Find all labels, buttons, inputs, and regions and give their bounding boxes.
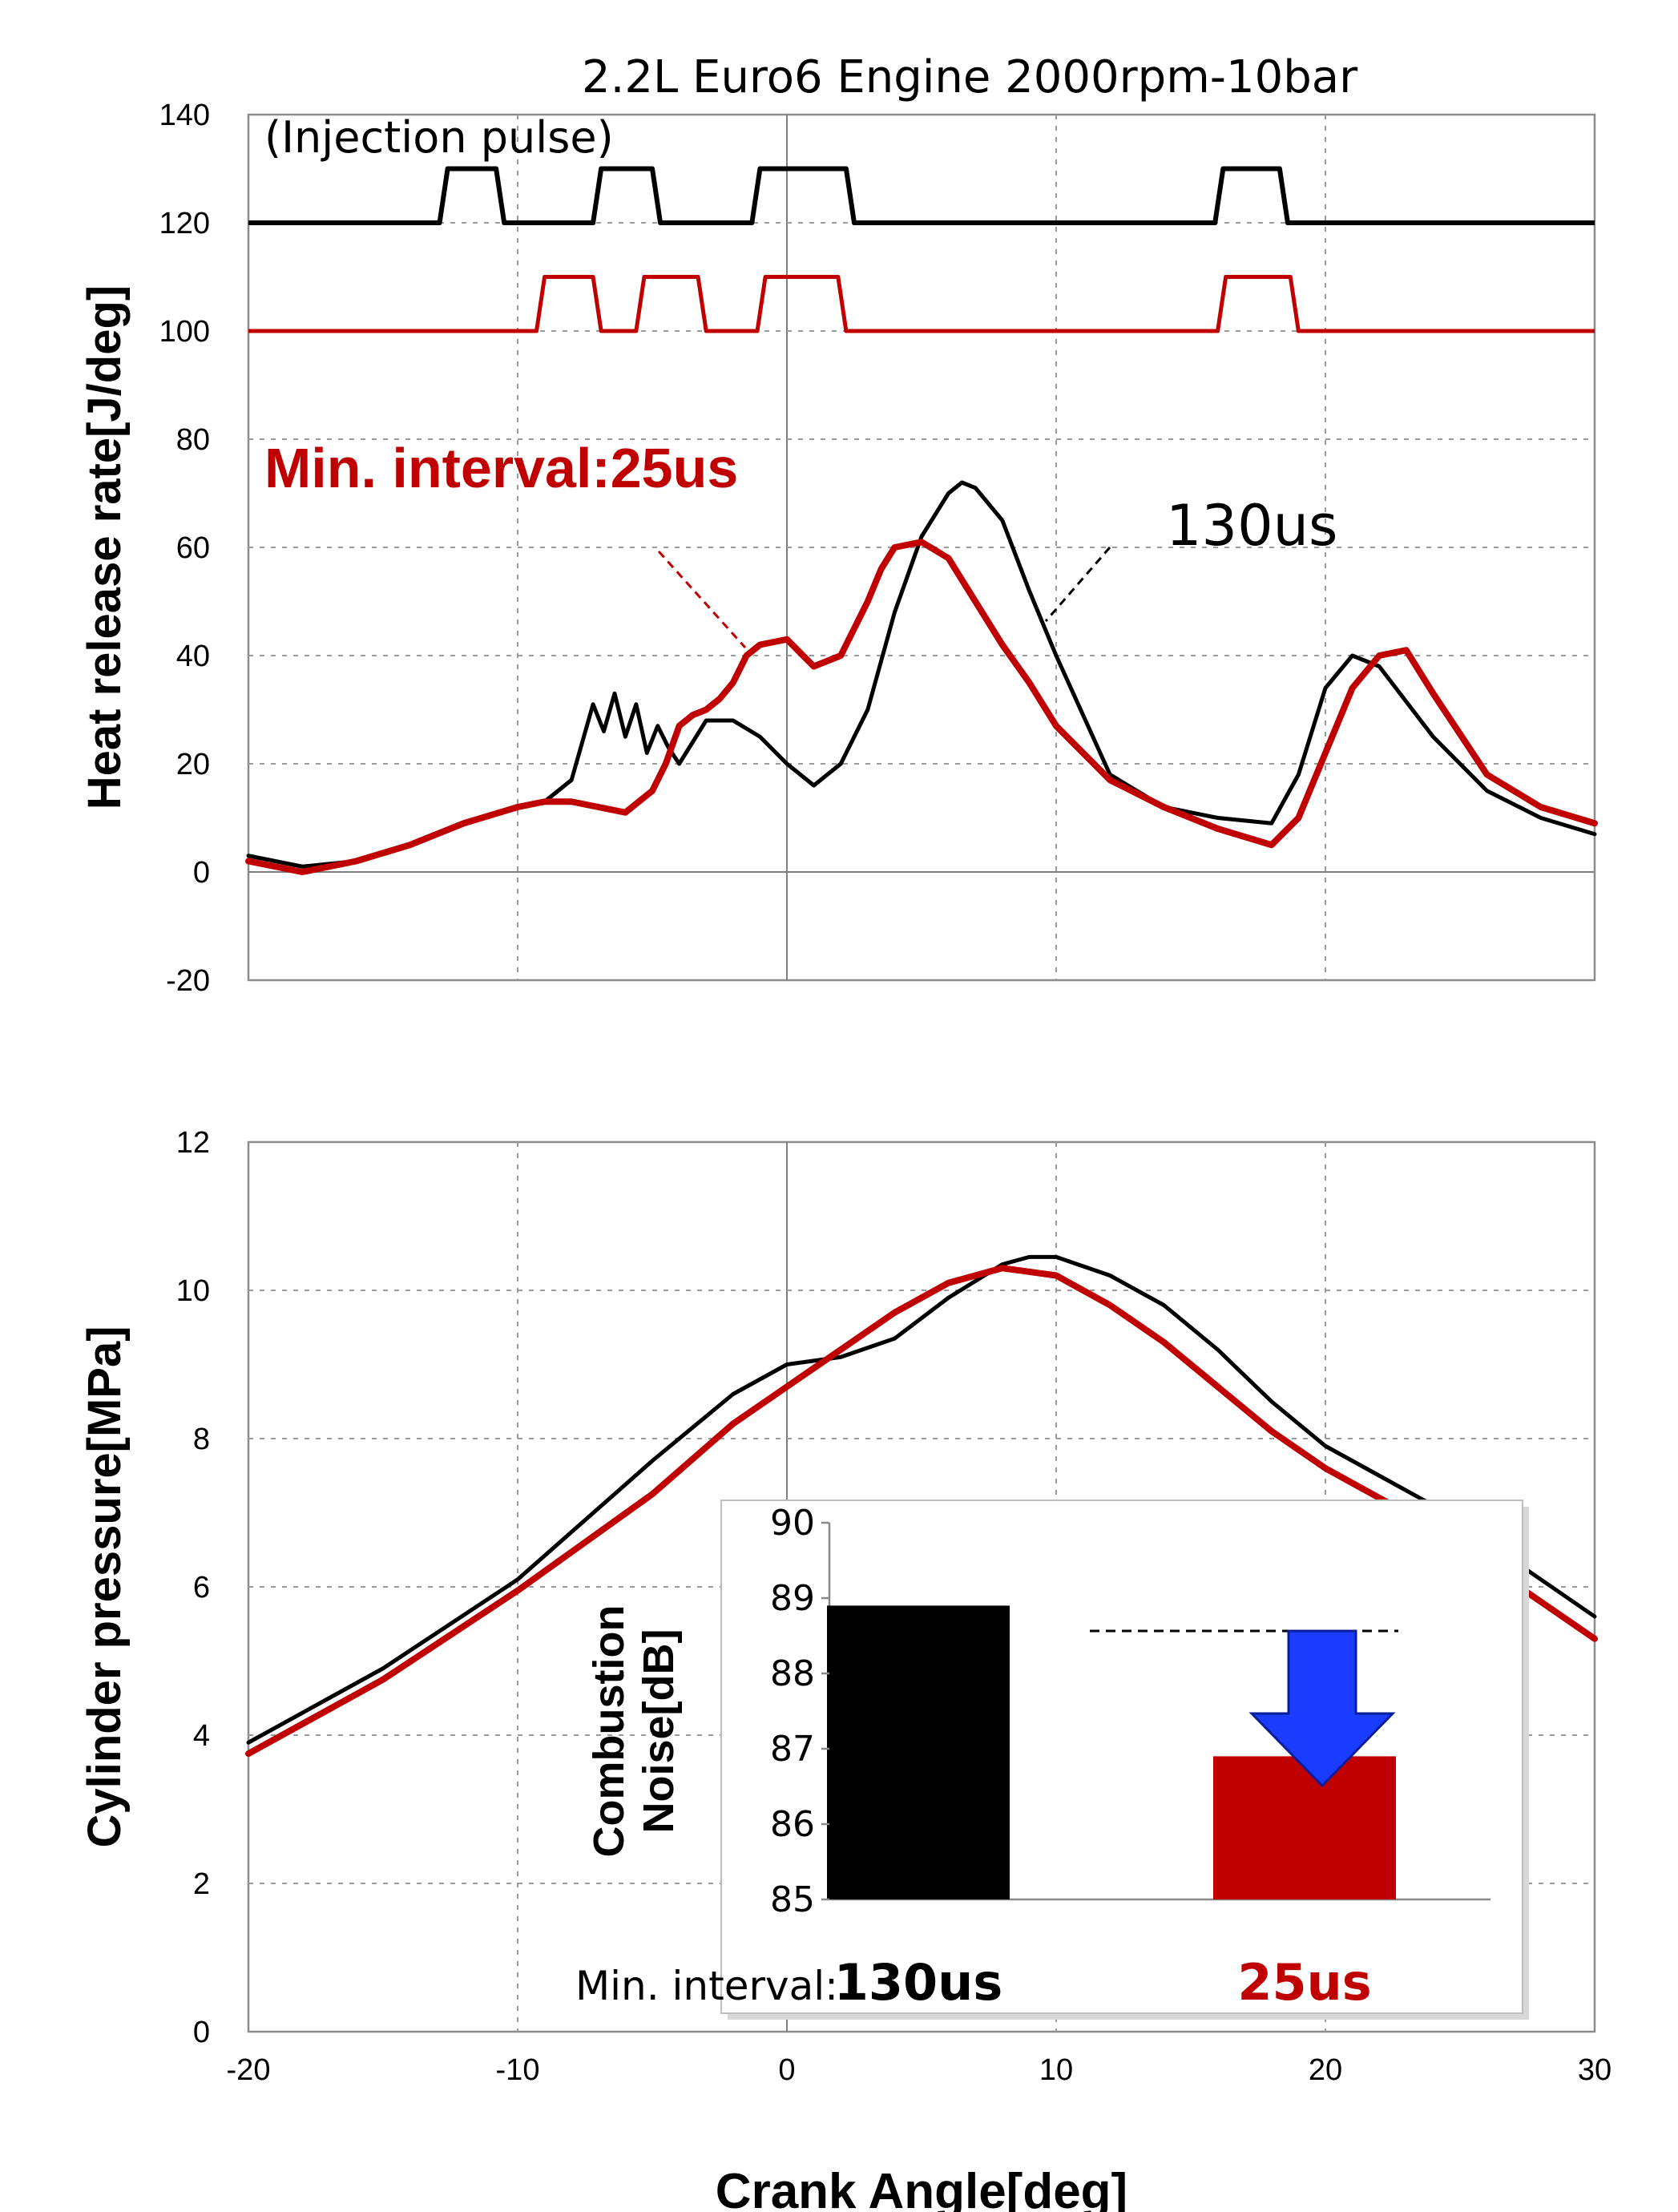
red-series-annotation: Min. interval:25us — [264, 437, 738, 499]
inset-category-130us: 130us — [834, 1953, 1002, 2012]
x-tick-label: 10 — [1039, 2053, 1073, 2087]
crank-angle-x-label: Crank Angle[deg] — [716, 2164, 1127, 2212]
inset-y-tick-label: 87 — [770, 1729, 815, 1770]
y-tick-label: 6 — [193, 1571, 210, 1605]
heat-release-y-label: Heat release rate[J/deg] — [79, 285, 131, 809]
x-tick-label: -20 — [227, 2053, 271, 2087]
heat-release-series — [245, 480, 1598, 875]
x-tick-label: 20 — [1309, 2053, 1342, 2087]
cylinder-pressure-x-ticks: -20 -10 0 10 20 30 — [227, 2053, 1612, 2087]
cylinder-pressure-y-ticks: 0 2 4 6 8 10 12 — [176, 1126, 210, 2049]
y-tick-label: 60 — [176, 531, 210, 565]
y-tick-label: 40 — [176, 640, 210, 673]
y-tick-label: 0 — [193, 2016, 210, 2049]
x-tick-label: 0 — [778, 2053, 795, 2087]
x-tick-label: 30 — [1578, 2053, 1611, 2087]
inset-bars — [827, 1605, 1396, 1899]
chart-title: 2.2L Euro6 Engine 2000rpm-10bar — [582, 51, 1358, 103]
y-tick-label: 2 — [193, 1867, 210, 1901]
inset-y-tick-label: 85 — [770, 1879, 815, 1920]
cylinder-pressure-y-label: Cylinder pressure[MPa] — [79, 1326, 131, 1847]
injection-pulse-130us — [248, 166, 1595, 225]
y-tick-label: 4 — [193, 1719, 210, 1753]
inset-y-tick-label: 86 — [770, 1804, 815, 1845]
heat-release-line-130us — [246, 480, 1597, 869]
y-tick-label: 10 — [176, 1274, 210, 1308]
injection-pulse-label: (Injection pulse) — [264, 112, 614, 163]
red-annotation-leader — [657, 550, 747, 649]
heat-release-chart: 2.2L Euro6 Engine 2000rpm-10bar -20 0 20 40… — [79, 51, 1598, 998]
y-tick-label: 80 — [176, 423, 210, 457]
black-annotation-leader — [1044, 547, 1111, 622]
y-tick-label: -20 — [166, 964, 210, 998]
y-tick-label: 12 — [176, 1126, 210, 1160]
y-tick-label: 120 — [159, 207, 210, 240]
injection-pulse-25us — [248, 275, 1595, 333]
down-arrow-icon — [1248, 1629, 1396, 1788]
pressure-line-130us — [246, 1254, 1597, 1745]
black-series-annotation: 130us — [1166, 493, 1337, 559]
injection-pulses — [248, 166, 1595, 333]
y-tick-label: 140 — [159, 99, 210, 132]
inset-y-ticks: 85 86 87 88 89 90 — [770, 1503, 829, 1920]
x-tick-label: -10 — [496, 2053, 540, 2087]
y-tick-label: 8 — [193, 1423, 210, 1456]
combustion-noise-inset: 85 86 87 88 89 90 Combustion Noise[dB] Min. i… — [575, 1500, 1529, 2020]
heat-release-y-ticks: -20 0 20 40 60 80 100 120 140 — [159, 99, 210, 998]
inset-y-tick-label: 88 — [770, 1653, 815, 1694]
y-tick-label: 100 — [159, 315, 210, 349]
noise-bar-25us — [1213, 1756, 1396, 1899]
noise-bar-130us — [827, 1605, 1010, 1899]
inset-y-label-line2: Noise[dB] — [635, 1629, 683, 1834]
y-tick-label: 0 — [193, 856, 210, 890]
inset-y-tick-label: 90 — [770, 1503, 815, 1544]
heat-release-grid — [248, 115, 1595, 980]
inset-category-25us: 25us — [1237, 1953, 1371, 2012]
heat-release-line-25us — [245, 539, 1598, 875]
inset-y-label-line1: Combustion — [585, 1605, 633, 1858]
inset-y-tick-label: 89 — [770, 1578, 815, 1619]
inset-x-prefix: Min. interval: — [575, 1963, 838, 2009]
y-tick-label: 20 — [176, 748, 210, 781]
